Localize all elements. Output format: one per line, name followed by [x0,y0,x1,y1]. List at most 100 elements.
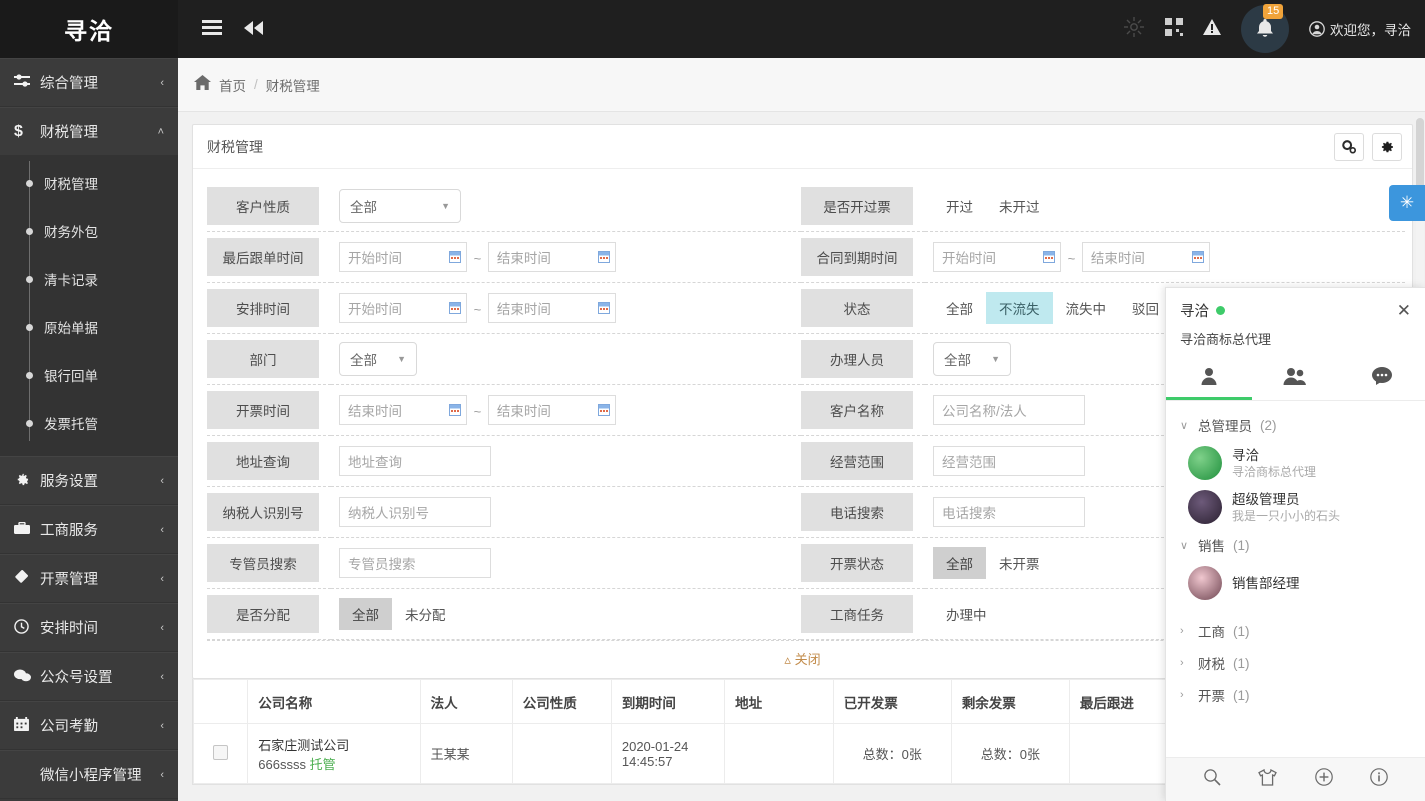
business-scope-input[interactable]: 经营范围 [933,446,1085,476]
sidebar-subitem-card-clear[interactable]: 清卡记录 [0,255,178,303]
last-follow-end-date[interactable]: 结束时间 [487,242,616,272]
sidebar-item-finance[interactable]: $ 财税管理 ˄ [0,107,178,155]
filter-label: 工商任务 [801,595,913,633]
filter-label: 部门 [207,340,319,378]
warning-icon[interactable] [1203,18,1221,40]
phone-search-input[interactable]: 电话搜索 [933,497,1085,527]
tab-messages[interactable] [1339,360,1425,400]
option-button[interactable]: 驳回 [1119,292,1172,324]
plus-circle-icon[interactable] [1314,768,1333,791]
chat-group-sales[interactable]: ∨ 销售 (1) [1166,529,1425,561]
page-title: 财税管理 [207,138,263,155]
hamburger-icon[interactable] [202,19,222,39]
col-company-name[interactable]: 公司名称 [247,679,421,724]
sidebar-item-business-service[interactable]: 工商服务 ‹ [0,505,178,553]
option-button[interactable]: 流失中 [1052,292,1119,324]
contract-expiry-start-date[interactable]: 开始时间 [933,242,1061,272]
info-circle-icon[interactable] [1370,768,1389,791]
home-icon[interactable] [194,74,211,95]
company-tag-badge: 托管 [309,756,336,772]
option-button[interactable]: 办理中 [933,598,1000,630]
filter-label: 最后跟单时间 [207,238,319,276]
chevron-left-icon: ‹ [160,621,164,634]
asterisk-icon: ✳ [1399,193,1415,212]
taxpayer-id-input[interactable]: 纳税人识别号 [339,497,491,527]
sidebar-item-comprehensive[interactable]: 综合管理 ‹ [0,58,178,106]
scrollbar-thumb[interactable] [1416,118,1424,208]
col-remaining[interactable]: 剩余发票 [950,679,1070,724]
chevron-right-icon: › [1180,625,1184,637]
collapse-filters-button[interactable]: ▵ 关闭 [207,640,1398,678]
qrcode-icon[interactable] [1165,17,1183,41]
sidebar-subitem-invoice-custody[interactable]: 发票托管 [0,399,178,447]
sidebar-item-wechat-official[interactable]: 公众号设置 ‹ [0,652,178,700]
column-settings-button[interactable] [1334,132,1364,161]
col-invoiced[interactable]: 已开发票 [832,679,952,724]
search-icon[interactable] [1203,768,1221,791]
handler-select[interactable]: 全部 ▼ [933,342,1011,376]
sidebar-item-schedule[interactable]: 安排时间 ‹ [0,603,178,651]
schedule-end-date[interactable]: 结束时间 [487,293,616,323]
customer-nature-select[interactable]: 全部 ▼ [339,189,461,223]
sidebar-subitem-bank-receipts[interactable]: 银行回单 [0,351,178,399]
sidebar-item-invoice-mgmt[interactable]: 开票管理 ‹ [0,554,178,602]
schedule-start-date[interactable]: 开始时间 [339,293,467,323]
shirt-icon[interactable] [1258,768,1278,791]
col-company-nature[interactable]: 公司性质 [511,679,612,724]
sidebar-subitem-outsourcing[interactable]: 财务外包 [0,207,178,255]
invoice-time-start-date[interactable]: 结束时间 [339,395,467,425]
chat-group-admin[interactable]: ∨ 总管理员 (2) [1166,409,1425,441]
sidebar-item-miniprogram[interactable]: 微信小程序管理 ‹ [0,750,178,798]
option-button-selected[interactable]: 不流失 [986,292,1053,324]
chat-group-finance[interactable]: › 财税 (1) [1166,647,1425,679]
settings-gear-button[interactable] [1372,132,1402,161]
sidebar-subitem-finance-mgmt[interactable]: 财税管理 [0,159,178,207]
chat-contact-list: ∨ 总管理员 (2) 寻洽 寻洽商标总代理 超级管理员 我是一只小小的石头 ∨ [1166,401,1425,757]
last-follow-start-date[interactable]: 开始时间 [339,242,467,272]
people-icon [1283,366,1307,391]
breadcrumb-home-link[interactable]: 首页 [219,78,246,94]
option-button-selected[interactable]: 全部 [339,598,392,630]
option-button[interactable]: 未开票 [986,547,1053,579]
quick-action-float-button[interactable]: ✳ [1389,185,1425,221]
supervisor-search-input[interactable]: 专管员搜索 [339,548,491,578]
col-address[interactable]: 地址 [724,679,834,724]
contact-item[interactable]: 销售部经理 [1166,561,1425,605]
sidebar-subitem-original-docs[interactable]: 原始单据 [0,303,178,351]
cell-address [724,723,834,784]
option-button-selected[interactable]: 全部 [933,547,986,579]
close-icon[interactable]: ✕ [1396,301,1411,320]
group-label: 销售 [1198,539,1225,554]
notifications-button[interactable]: 15 [1241,4,1289,53]
user-welcome[interactable]: 欢迎您，寻洽 [1309,19,1411,39]
chat-group-invoice[interactable]: › 开票 (1) [1166,679,1425,711]
option-button[interactable]: 开过 [933,190,986,222]
option-button[interactable]: 未开过 [986,190,1053,222]
tab-contacts[interactable] [1166,360,1253,400]
sidebar-group-schedule: 安排时间 ‹ [0,603,178,652]
col-legal-person[interactable]: 法人 [419,679,513,724]
clock-icon [14,618,40,637]
filter-label: 合同到期时间 [801,238,913,276]
sidebar-item-service-settings[interactable]: 服务设置 ‹ [0,456,178,504]
option-button[interactable]: 未分配 [392,598,459,630]
page-scrollbar[interactable] [1416,118,1424,333]
collapse-sidebar-icon[interactable] [244,20,264,39]
theme-toggle-icon[interactable] [1123,16,1145,43]
cell-legal-person: 王某某 [419,723,513,784]
invoice-time-end-date[interactable]: 结束时间 [487,395,616,425]
option-button[interactable]: 全部 [933,292,986,324]
chat-group-business[interactable]: › 工商 (1) [1166,615,1425,647]
row-checkbox[interactable] [213,744,229,760]
col-expire-time[interactable]: 到期时间 [610,679,726,724]
brand-logo[interactable]: 寻洽 [0,0,178,58]
sidebar-item-attendance[interactable]: 公司考勤 ‹ [0,701,178,749]
contact-item[interactable]: 寻洽 寻洽商标总代理 [1166,441,1425,485]
department-select[interactable]: 全部 ▼ [339,342,417,376]
customer-name-input[interactable]: 公司名称/法人 [933,395,1085,425]
contract-expiry-end-date[interactable]: 结束时间 [1081,242,1210,272]
contact-item[interactable]: 超级管理员 我是一只小小的石头 [1166,485,1425,529]
address-search-input[interactable]: 地址查询 [339,446,491,476]
filter-table: 客户性质 全部 ▼ 是否开过票 开过 未开过 [207,181,1405,640]
tab-groups[interactable] [1252,360,1338,400]
